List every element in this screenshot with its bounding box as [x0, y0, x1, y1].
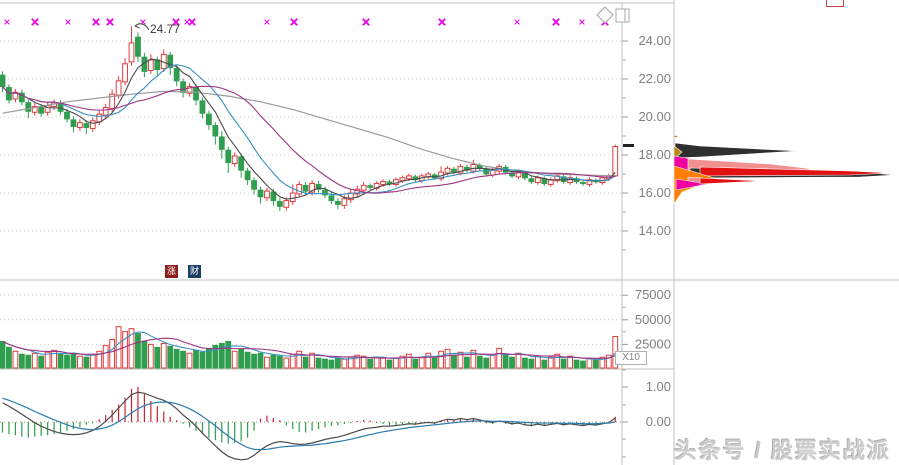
axis-label: 22.00 — [638, 71, 671, 86]
peak-price-annotation: 24.77 — [150, 22, 181, 36]
flag-icon-up[interactable]: 涨 — [165, 265, 178, 278]
volume-ma-lines — [2, 331, 616, 360]
candles-layer — [0, 26, 619, 212]
ma-lines — [2, 58, 616, 200]
annotation-arrow — [134, 23, 150, 31]
axis-label: 25000 — [635, 336, 671, 351]
axis-label: 24.00 — [638, 33, 671, 48]
volume-bars — [0, 326, 619, 369]
macd-lines — [2, 391, 616, 461]
last-price-marker — [623, 144, 634, 147]
axis-label: 20.00 — [638, 109, 671, 124]
clipped-red-box — [826, 0, 844, 7]
event-markers — [4, 18, 609, 26]
diamond-tool-icon[interactable] — [595, 5, 615, 25]
axis-label: 0.00 — [646, 414, 671, 429]
axis-label: 50000 — [635, 312, 671, 327]
volume-unit-label: X10 — [615, 351, 647, 365]
flag-icon-finance[interactable]: 财 — [188, 265, 201, 278]
axis-labels: 24.00 22.00 20.00 18.00 16.00 14.00 75000 50000… — [622, 33, 671, 458]
axis-label: 14.00 — [638, 223, 671, 238]
chip-distribution — [673, 134, 896, 205]
axis-label: 16.00 — [638, 185, 671, 200]
watermark: 头条号 / 股票实战派 — [674, 438, 891, 463]
axis-label: 75000 — [635, 287, 671, 302]
axis-label: 18.00 — [638, 147, 671, 162]
panel-layout-icon[interactable] — [615, 8, 631, 24]
axis-label: 1.00 — [646, 379, 671, 394]
